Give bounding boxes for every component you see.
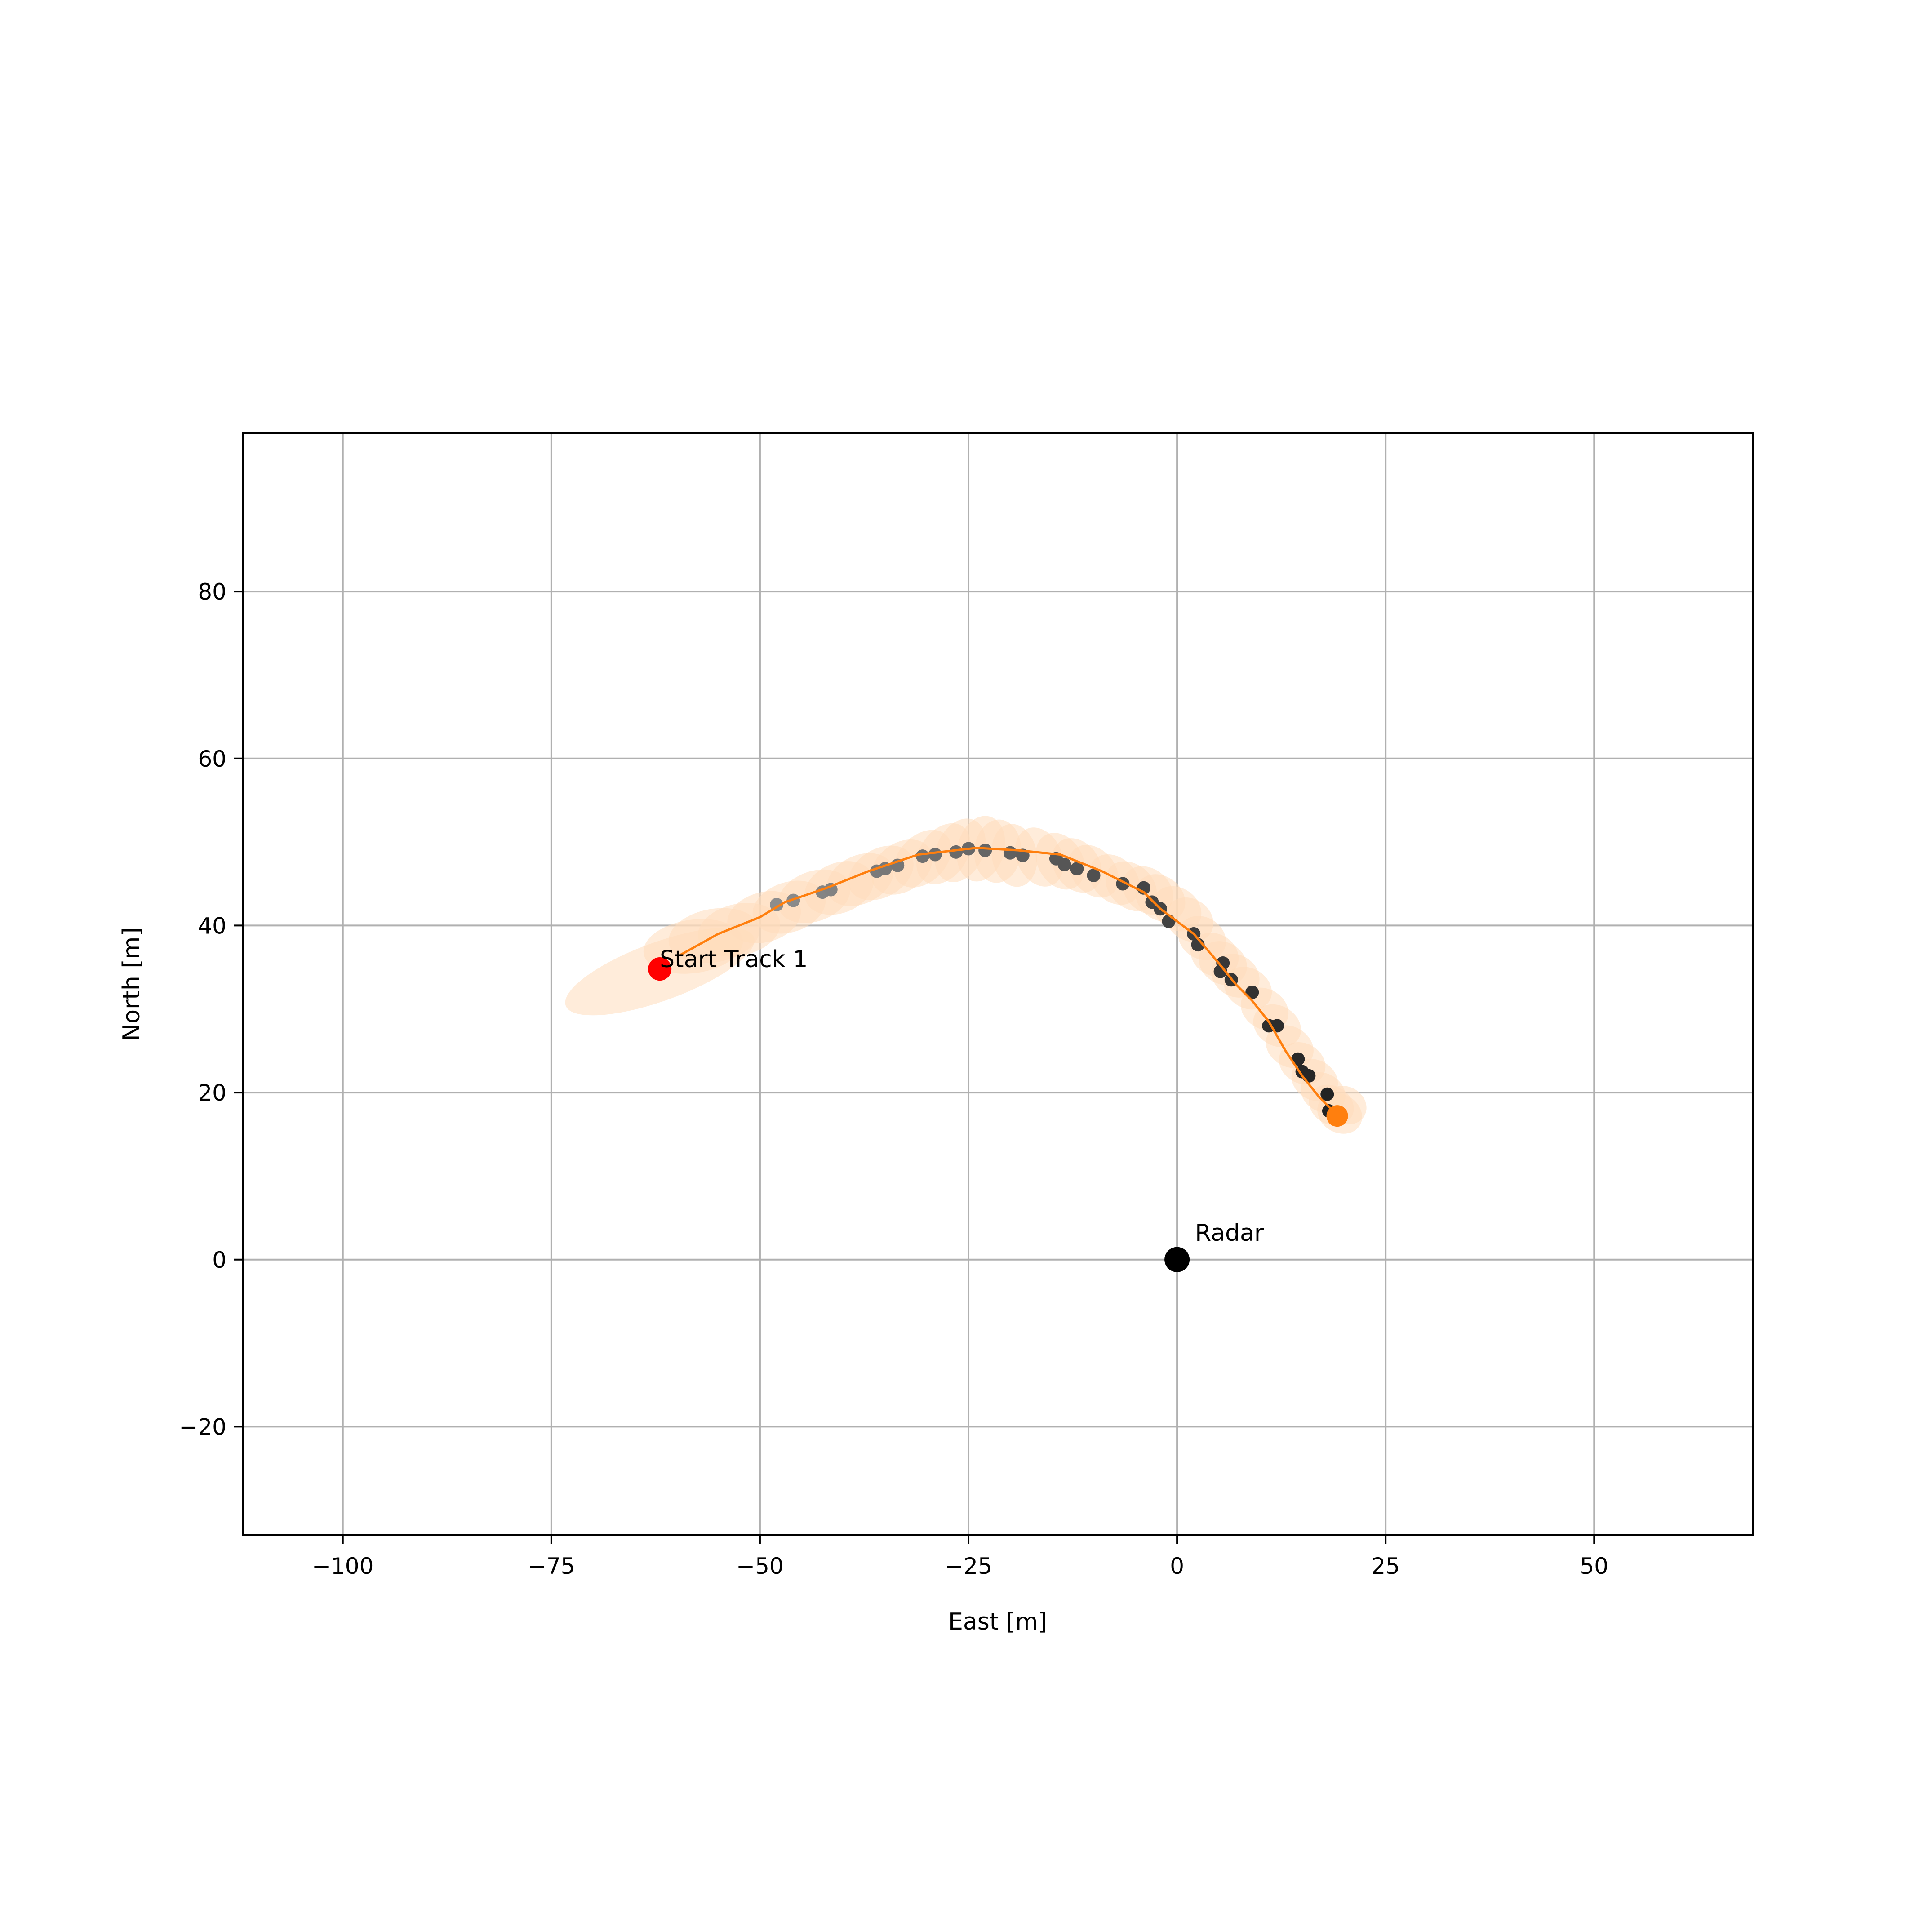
x-tick-label: −100 (312, 1553, 373, 1579)
measurement-point (978, 844, 992, 857)
measurement-point (1003, 846, 1017, 860)
track-line (680, 847, 1338, 1117)
measurement-point (1057, 857, 1071, 871)
y-axis-label: North [m] (118, 927, 145, 1041)
x-tick-label: 0 (1170, 1553, 1184, 1579)
y-tick-label: 60 (198, 746, 227, 772)
measurement-point (1245, 986, 1259, 999)
measurement-point (1070, 862, 1084, 876)
measurement-point (915, 849, 929, 863)
y-tick-label: 20 (198, 1080, 227, 1106)
x-tick-label: −50 (736, 1553, 784, 1579)
measurement-point (824, 883, 838, 897)
measurement-point (1087, 868, 1101, 882)
y-tick-label: 0 (212, 1247, 227, 1273)
axis-ticks: −100 −75 −50 −25 0 25 50 −20 0 20 40 60 80 (179, 579, 1608, 1579)
x-tick-label: −75 (528, 1553, 575, 1579)
measurement-point (949, 845, 963, 859)
y-tick-label: 80 (198, 579, 227, 605)
radar-marker (1164, 1247, 1190, 1272)
y-tick-label: 40 (198, 913, 227, 939)
y-tick-label: −20 (179, 1414, 227, 1440)
plot-area (243, 433, 1753, 1535)
measurement-point (1162, 915, 1176, 928)
x-tick-label: 25 (1371, 1553, 1400, 1579)
markers (648, 957, 1348, 1272)
x-tick-label: 50 (1580, 1553, 1608, 1579)
grid (243, 433, 1753, 1535)
x-axis-label: East [m] (948, 1608, 1047, 1635)
end-marker (1326, 1105, 1348, 1127)
measurement-point (1320, 1087, 1334, 1101)
measurement-point (928, 848, 942, 862)
start-label: Start Track 1 (660, 946, 808, 973)
plot-frame (242, 432, 1754, 1536)
x-tick-label: −25 (945, 1553, 992, 1579)
measurement-point (1302, 1069, 1316, 1083)
start-marker (648, 957, 672, 981)
radar-label: Radar (1195, 1220, 1264, 1247)
